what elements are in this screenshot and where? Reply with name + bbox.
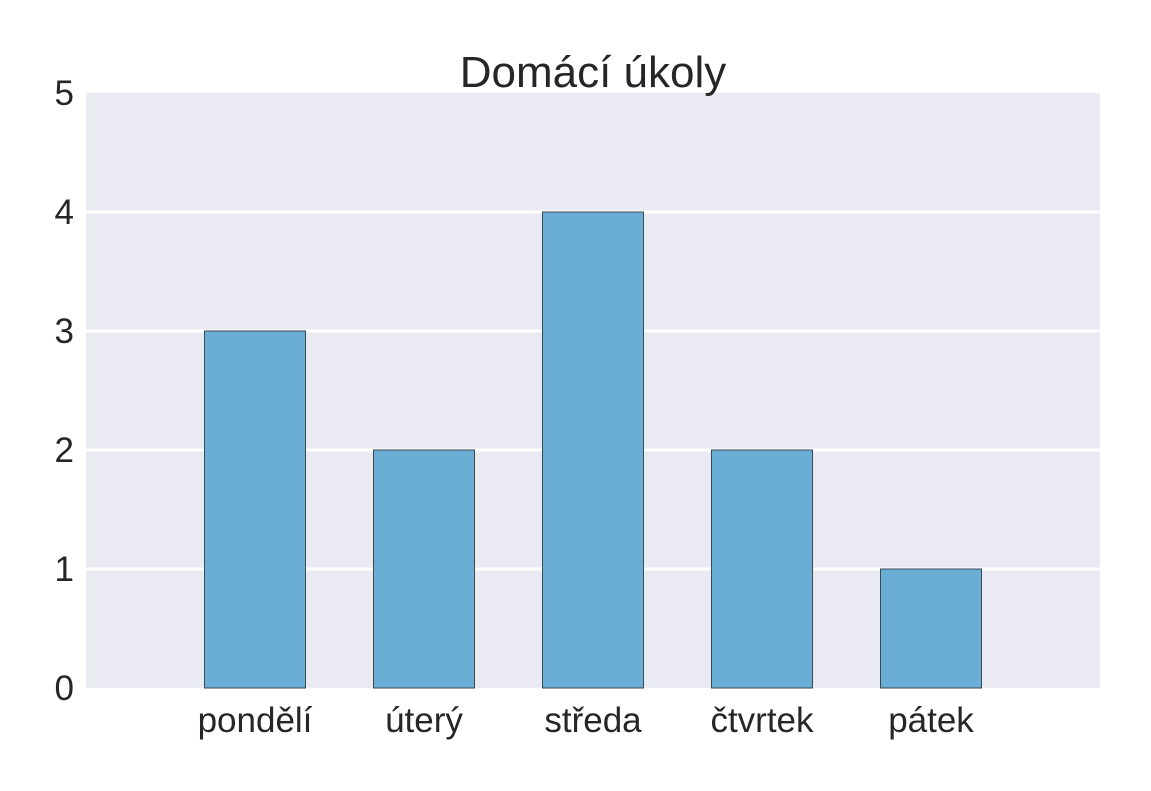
bar-4: [711, 449, 813, 689]
bar-5: [880, 568, 982, 689]
x-tick-label: čtvrtek: [710, 701, 814, 740]
bar-3: [542, 211, 644, 689]
chart-title: Domácí úkoly: [460, 48, 727, 97]
y-tick-label: 4: [55, 193, 74, 232]
bars: [204, 211, 982, 689]
x-axis-tick-labels: pondělí úterý středa čtvrtek pátek: [198, 701, 975, 740]
x-tick-label: pátek: [888, 701, 974, 740]
y-axis-tick-labels: 0 1 2 3 4 5: [55, 74, 74, 708]
x-tick-label: středa: [544, 701, 642, 740]
y-tick-label: 3: [55, 312, 74, 351]
bar-2: [373, 449, 475, 689]
x-tick-label: pondělí: [198, 701, 313, 740]
x-tick-label: úterý: [385, 701, 463, 740]
y-tick-label: 5: [55, 74, 74, 113]
bar-1: [204, 330, 306, 689]
y-tick-label: 1: [55, 550, 74, 589]
y-tick-label: 2: [55, 431, 74, 470]
y-tick-label: 0: [55, 669, 74, 708]
